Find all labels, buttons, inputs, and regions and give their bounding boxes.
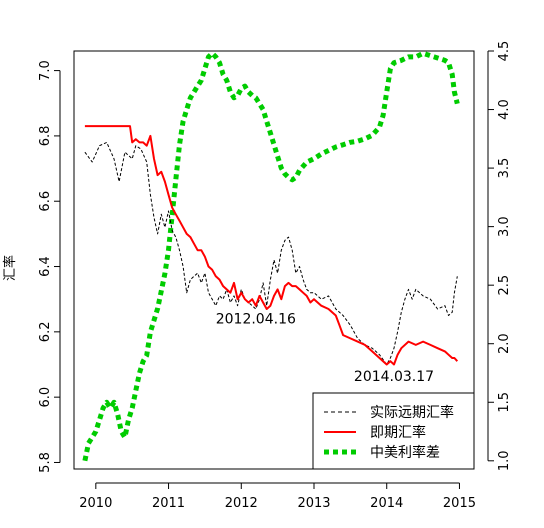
- series-line-2: [84, 125, 459, 366]
- y-axis-right: 1.0 1.5 2.0 2.5 3.0 3.5 4.0 4.5: [487, 41, 512, 471]
- legend-label-2: 即期汇率: [370, 424, 426, 441]
- y-tick-label-right: 3.5: [497, 158, 512, 179]
- x-tick-label: 2011: [152, 496, 185, 511]
- y-tick-label-right: 4.5: [497, 41, 512, 62]
- y-tick-label-left: 7.0: [38, 60, 53, 81]
- y-tick-label-right: 3.0: [497, 216, 512, 237]
- annotation-label-2: 2014.03.17: [354, 369, 434, 385]
- y-tick-label-left: 6.2: [38, 322, 53, 343]
- annotation-layer: 2012.04.16 2014.03.17: [216, 312, 434, 385]
- legend-label-3: 中美利率差: [370, 444, 440, 461]
- y-tick-label-left: 6.4: [38, 256, 53, 277]
- y-tick-label-right: 1.5: [497, 392, 512, 413]
- x-tick-label: 2013: [297, 496, 330, 511]
- y-tick-label-right: 2.0: [497, 333, 512, 354]
- y-tick-label-left: 6.8: [38, 126, 53, 147]
- x-axis: 2010 2011 2012 2013 2014 2015: [79, 482, 476, 511]
- y-tick-label-right: 1.0: [497, 450, 512, 471]
- plot-frame: [73, 50, 475, 470]
- y-tick-label-right: 2.5: [497, 275, 512, 296]
- y-axis-label: 汇率: [2, 255, 18, 281]
- x-tick-label: 2012: [225, 496, 258, 511]
- x-tick-label: 2010: [79, 496, 112, 511]
- y-tick-label-right: 4.0: [497, 99, 512, 120]
- y-tick-label-left: 6.6: [38, 191, 53, 212]
- series-line-3: [82, 50, 460, 462]
- series-layer: [82, 50, 460, 462]
- y-tick-label-left: 6.0: [38, 387, 53, 408]
- legend-label-1: 实际远期汇率: [370, 404, 454, 421]
- y-axis-left: 5.8 6.0 6.2 6.4 6.6 6.8 7.0: [38, 60, 61, 473]
- annotation-label-1: 2012.04.16: [216, 312, 296, 328]
- x-tick-label: 2015: [443, 496, 476, 511]
- y-tick-label-left: 5.8: [38, 452, 53, 473]
- series-line-1: [84, 141, 458, 365]
- x-tick-label: 2014: [370, 496, 403, 511]
